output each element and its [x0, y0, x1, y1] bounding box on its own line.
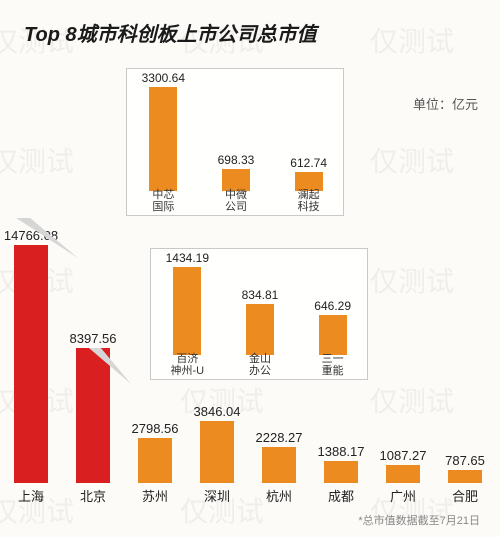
bar	[448, 470, 482, 483]
watermark: 仅测试	[370, 140, 454, 180]
bar	[262, 447, 296, 483]
inset-bar-label: 金山办公	[224, 353, 297, 377]
bar-label: 杭州	[248, 486, 310, 505]
watermark: 仅测试	[370, 20, 454, 60]
bar-label: 深圳	[186, 486, 248, 505]
bar-label: 广州	[372, 486, 434, 505]
bar-label: 苏州	[124, 486, 186, 505]
inset-bar	[173, 267, 201, 355]
chart-title: Top 8城市科创板上市公司总市值	[24, 18, 317, 47]
inset-bar-label: 中芯国际	[127, 189, 200, 213]
inset-bar-label: 澜起科技	[272, 189, 345, 213]
inset-bar-value: 1434.19	[151, 251, 224, 265]
inset-shanghai: 3300.64 中芯国际 698.33 中微公司 612.74 澜起科技	[126, 68, 344, 216]
inset-bar-label: 百济神州-U	[151, 353, 224, 377]
inset-bar-label: 中微公司	[200, 189, 273, 213]
bar-label: 合肥	[434, 486, 496, 505]
inset-bar	[319, 315, 347, 355]
bar-label: 上海	[0, 486, 62, 505]
bar-value: 787.65	[425, 453, 500, 468]
bar-label: 成都	[310, 486, 372, 505]
inset-bar-label: 三一重能	[296, 353, 369, 377]
inset-beijing: 1434.19 百济神州-U 834.81 金山办公 646.29 三一重能	[150, 248, 368, 380]
bar	[386, 465, 420, 483]
bar-value: 8397.56	[53, 331, 133, 346]
bar-slot: 14766.08上海	[0, 245, 62, 505]
inset-bar	[222, 169, 250, 191]
watermark: 仅测试	[0, 140, 74, 180]
inset-bar-value: 646.29	[296, 299, 369, 313]
bar-label: 北京	[62, 486, 124, 505]
unit-label: 单位：亿元	[413, 94, 478, 113]
inset-bar	[149, 87, 177, 191]
bar-value: 3846.04	[177, 404, 257, 419]
inset-bar-value: 698.33	[200, 153, 273, 167]
inset-bar-value: 612.74	[272, 156, 345, 170]
inset-bar	[246, 304, 274, 355]
inset-bar-value: 3300.64	[127, 71, 200, 85]
bar-value: 2798.56	[115, 421, 195, 436]
bar	[138, 438, 172, 483]
bar	[324, 461, 358, 483]
bar	[200, 421, 234, 483]
bar-slot: 787.65合肥	[434, 245, 496, 505]
inset-bar-value: 834.81	[224, 288, 297, 302]
bar	[14, 245, 48, 483]
footnote: *总市值数据截至7月21日	[358, 512, 480, 528]
